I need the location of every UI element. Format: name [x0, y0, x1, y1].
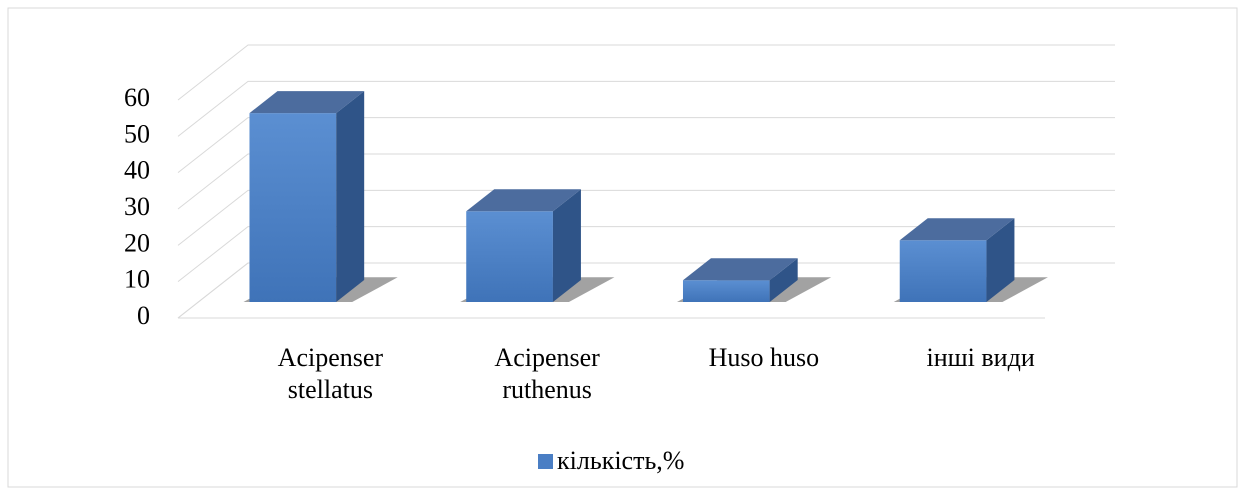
x-tick-label: Huso huso: [708, 343, 820, 372]
bar: [682, 258, 798, 303]
grid-line: [177, 153, 1115, 210]
bar: [899, 218, 1015, 303]
y-tick-label: 20: [124, 228, 150, 257]
bar-front: [466, 211, 553, 303]
bar-side: [552, 189, 581, 303]
chart-border: [7, 7, 1238, 488]
grid-line: [177, 117, 1115, 174]
x-tick-label: інші види: [926, 343, 1035, 372]
y-tick-label: 50: [124, 119, 150, 148]
y-tick-label: 30: [124, 192, 150, 221]
bar-top: [899, 218, 1015, 241]
bar-top: [249, 91, 365, 114]
legend: кількість,%: [538, 446, 684, 476]
bar-side: [986, 218, 1015, 303]
bar-front: [682, 280, 770, 303]
bar-side: [769, 258, 798, 303]
bar-top: [682, 258, 798, 281]
bar: [466, 189, 581, 303]
bar-side: [336, 91, 365, 303]
bar-top: [466, 189, 581, 212]
x-tick-label: Acipenser stellatus: [277, 343, 384, 404]
x-tick-label: Acipenser ruthenus: [494, 343, 600, 404]
y-tick-label: 0: [137, 301, 150, 330]
bar: [249, 91, 365, 303]
grid-line: [177, 44, 1115, 101]
grid-line: [177, 226, 1115, 283]
grid-line: [177, 262, 1115, 319]
bar-front: [899, 240, 987, 303]
y-tick-label: 60: [124, 83, 150, 112]
y-tick-label: 10: [124, 265, 150, 294]
grid-line: [177, 80, 1115, 137]
grid-line: [177, 189, 1115, 246]
y-tick-label: 40: [124, 156, 150, 185]
legend-label: кількість,%: [557, 446, 685, 475]
bar-front: [249, 113, 337, 303]
legend-swatch: [538, 453, 553, 469]
